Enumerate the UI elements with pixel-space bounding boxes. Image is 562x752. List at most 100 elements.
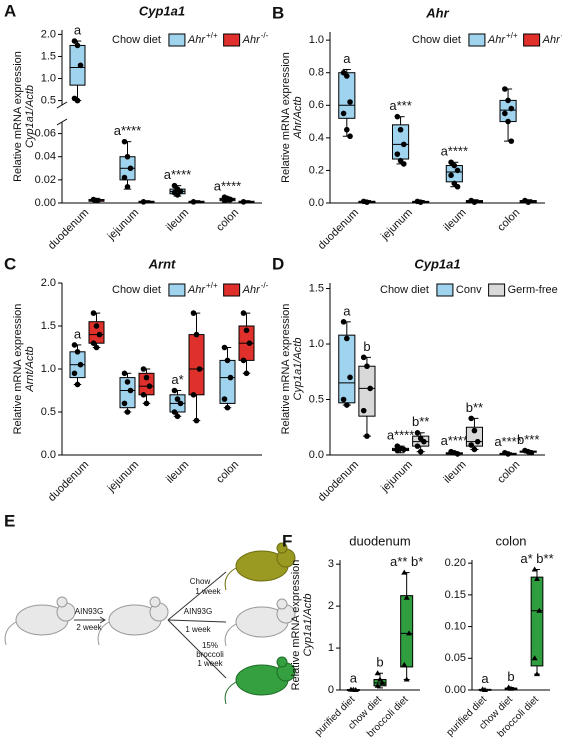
y-axis-label: Relative mRNA expression <box>280 304 292 435</box>
chart-title: duodenum <box>349 533 410 548</box>
point <box>74 349 81 355</box>
diet-label: AIN93G <box>184 607 212 616</box>
point <box>93 323 100 329</box>
axis-break <box>56 101 68 109</box>
y-tick-label: 2.0 <box>41 28 56 40</box>
x-tick-label: duodenum <box>46 459 91 504</box>
x-tick-label: jejunum <box>378 459 414 495</box>
legend-genotype: +/+ <box>206 281 218 290</box>
significance-label: a*** <box>389 98 411 113</box>
point <box>508 138 515 144</box>
y-axis-sublabel: Ahr/Actb <box>292 96 304 139</box>
y-tick-label: 0.0 <box>309 197 324 209</box>
point <box>367 385 373 392</box>
point <box>121 370 128 377</box>
point <box>502 110 508 117</box>
diet-label: AIN93G <box>75 607 103 616</box>
y-tick-label: 1 <box>328 642 334 654</box>
point <box>347 133 353 140</box>
significance-label: b <box>363 339 370 354</box>
point <box>124 153 131 160</box>
point <box>221 344 228 351</box>
significance-label: a**** <box>494 434 521 449</box>
x-tick-label: colon <box>495 207 522 234</box>
point <box>243 327 250 334</box>
y-tick-label: 0.06 <box>35 127 56 139</box>
y-tick-label: 0.4 <box>309 132 324 144</box>
significance-label: a**** <box>441 144 468 159</box>
point <box>471 427 478 434</box>
point <box>93 197 100 204</box>
y-axis-sublabel: Arnt/Actb <box>24 346 36 392</box>
y-tick-label: 1.5 <box>41 50 56 62</box>
x-tick-label: ileum <box>441 207 468 234</box>
point <box>531 655 538 661</box>
point <box>377 676 383 682</box>
chart-title: Ahr <box>425 5 449 20</box>
legend-label: Ahr <box>187 34 206 46</box>
y-tick-label: 3 <box>328 558 334 570</box>
point <box>400 141 407 148</box>
y-axis-label: Relative mRNA expression <box>280 52 292 183</box>
point <box>190 392 197 398</box>
y-tick-label: 0.02 <box>35 174 56 186</box>
y-tick-label: 0.00 <box>35 197 56 209</box>
point <box>364 363 370 370</box>
y-tick-label: 0.5 <box>41 94 56 106</box>
point <box>90 310 97 316</box>
point <box>448 172 454 179</box>
point <box>96 331 103 338</box>
legend-swatch <box>168 283 186 297</box>
point <box>471 446 478 453</box>
significance-label: a <box>74 22 82 37</box>
diet-label: Chow <box>190 577 211 586</box>
y-tick-label: 0.20 <box>445 557 466 569</box>
point <box>344 335 350 342</box>
point <box>401 661 408 667</box>
y-tick-label: 2.0 <box>41 277 56 289</box>
chart-title: Cyp1a1 <box>139 3 185 18</box>
box <box>88 321 105 344</box>
point <box>471 199 478 205</box>
point <box>340 110 347 117</box>
point <box>536 607 543 613</box>
point <box>414 443 421 449</box>
legend-swatch <box>223 283 241 297</box>
point <box>417 448 424 455</box>
point <box>74 381 81 388</box>
point <box>421 438 427 445</box>
x-tick-label: jejunum <box>105 207 141 243</box>
significance-label: b** <box>412 414 429 429</box>
legend-swatch <box>223 33 241 47</box>
point <box>196 366 203 372</box>
significance-label: a** b* <box>390 554 423 569</box>
significance-label: a**** <box>214 179 241 194</box>
legend-title: Chow diet <box>412 34 461 46</box>
y-tick-label: 0.6 <box>309 99 324 111</box>
significance-label: a**** <box>114 123 141 138</box>
y-tick-label: 1.0 <box>309 338 324 350</box>
legend-title: Chow diet <box>112 34 161 46</box>
point <box>71 342 78 348</box>
legend-swatch <box>436 283 454 297</box>
significance-label: a <box>343 51 351 66</box>
y-tick-label: 0 <box>328 684 334 696</box>
significance-label: a* <box>171 372 183 387</box>
x-tick-label: colon <box>214 207 241 234</box>
x-tick-label: jejunum <box>378 207 414 243</box>
point <box>140 199 147 205</box>
significance-label: a**** <box>164 167 191 182</box>
point <box>121 138 128 145</box>
legend-genotype: -/- <box>261 31 269 40</box>
legend-label: Germ-free <box>508 284 558 296</box>
point <box>71 370 78 377</box>
chart-title: Arnt <box>148 256 176 271</box>
x-tick-label: jejunum <box>105 459 141 495</box>
diagram: E AIN93G 2 week Chow <box>4 511 296 705</box>
point <box>174 413 181 420</box>
point <box>193 331 200 338</box>
legend-label: Ahr <box>187 284 206 296</box>
time-label: 1 week <box>185 625 211 634</box>
panel-letter: D <box>272 254 284 273</box>
point <box>243 370 250 377</box>
